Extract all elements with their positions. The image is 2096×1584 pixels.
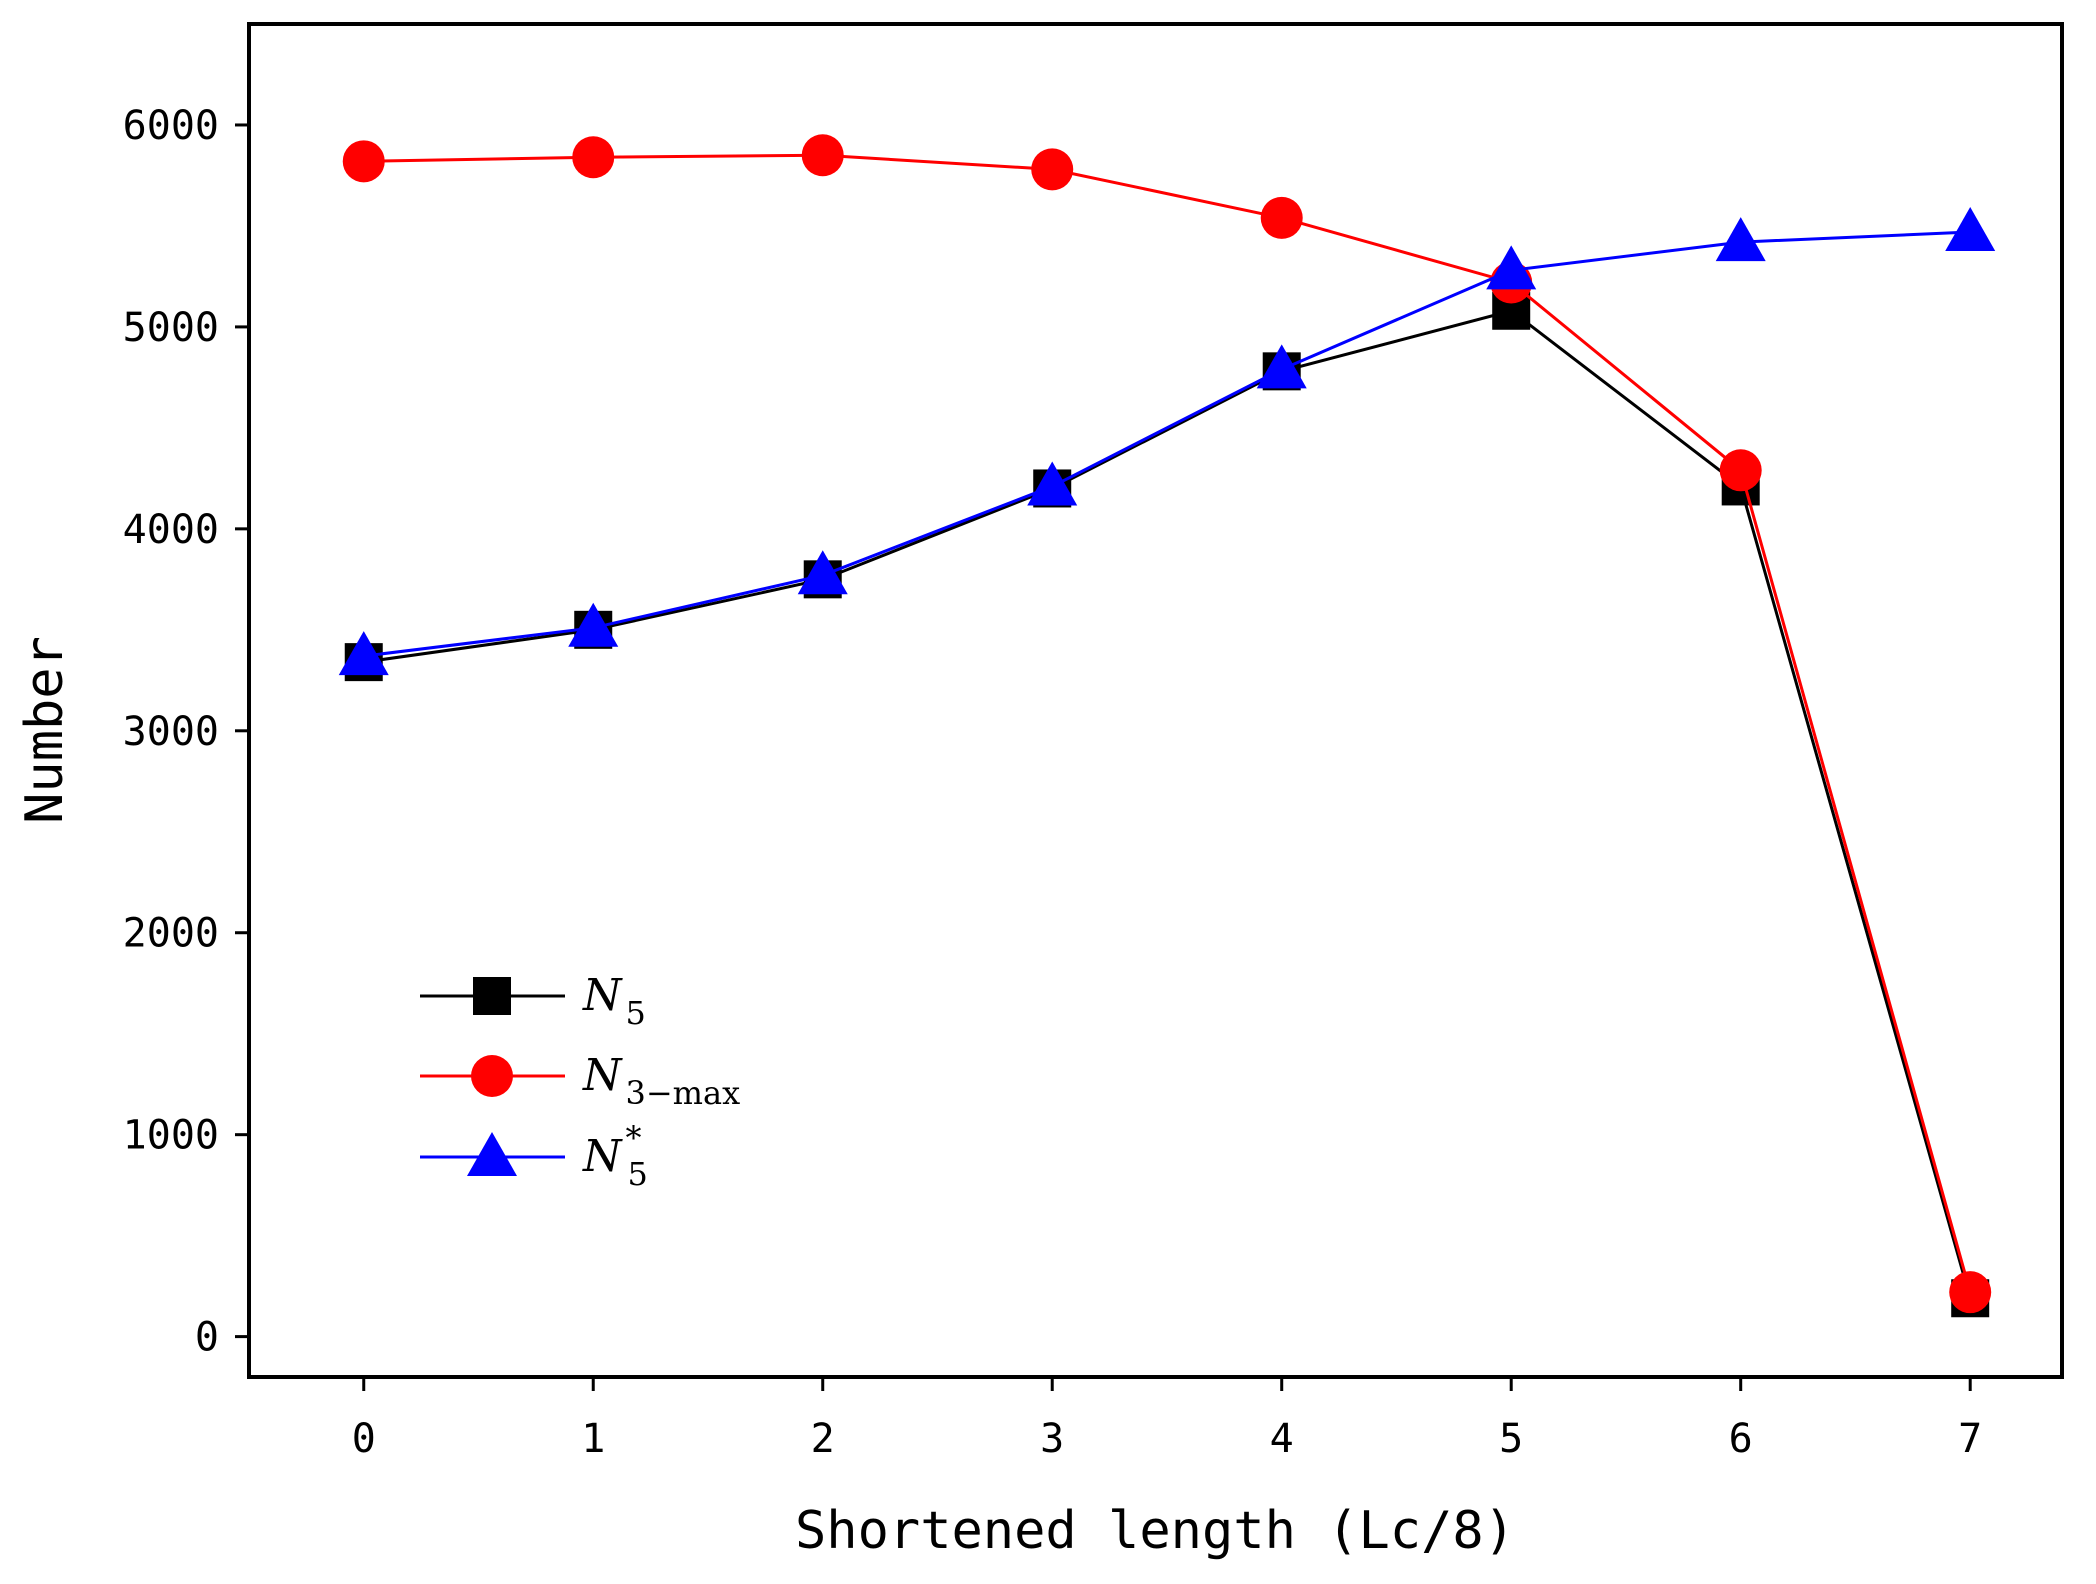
x-tick-label: 0 [352,1416,376,1462]
series-line [363,230,1971,658]
series-layer [338,134,1996,1318]
data-point-circle [801,134,844,177]
data-point-circle [1031,148,1074,191]
y-tick-label: 6000 [123,103,219,149]
data-point-triangle [338,631,389,676]
x-tick-label: 7 [1958,1416,1982,1462]
data-point-triangle [797,550,848,595]
legend-marker [471,1055,513,1097]
x-tick-label: 1 [581,1416,605,1462]
legend-entry: N 3−max [420,1050,740,1112]
data-point-triangle [568,602,619,647]
data-point-triangle [1256,344,1307,389]
data-point-circle [572,136,615,179]
x-tick-label: 6 [1729,1416,1753,1462]
y-axis-title: Number [15,636,75,824]
legend-entry: N * 5 [420,1119,648,1193]
data-point-triangle [1945,206,1996,251]
x-axis-title: Shortened length (Lc/8) [795,1501,1515,1561]
data-point-circle [1719,449,1762,492]
y-tick-label: 4000 [123,507,219,553]
axis-ticks: 0 1 2 3 4 5 6 7 0 1000 2000 3000 4000 5000 6000 [123,103,1983,1462]
legend-marker [473,977,511,1015]
y-tick-label: 0 [195,1315,219,1361]
data-point-triangle [1027,461,1078,506]
legend-marker [467,1132,517,1176]
legend: N 5 N 3−max N * 5 [420,970,740,1193]
x-tick-label: 2 [811,1416,835,1462]
x-tick-label: 5 [1499,1416,1523,1462]
y-tick-label: 3000 [123,709,219,755]
series-line [363,153,1972,1293]
series-triangle [338,206,1996,676]
y-tick-label: 5000 [123,305,219,351]
x-tick-label: 4 [1270,1416,1294,1462]
x-tick-label: 3 [1040,1416,1064,1462]
data-point-triangle [1486,245,1537,290]
legend-label: N 3−max [582,1050,740,1112]
data-point-circle [342,140,385,183]
data-point-circle [1260,196,1303,239]
data-point-circle [1949,1271,1992,1314]
data-point-triangle [1715,217,1766,262]
plot-frame [247,22,2064,1379]
legend-label: N * 5 [582,1119,648,1193]
y-tick-label: 2000 [123,911,219,957]
y-tick-label: 1000 [123,1113,219,1159]
series-line [363,309,1972,1299]
